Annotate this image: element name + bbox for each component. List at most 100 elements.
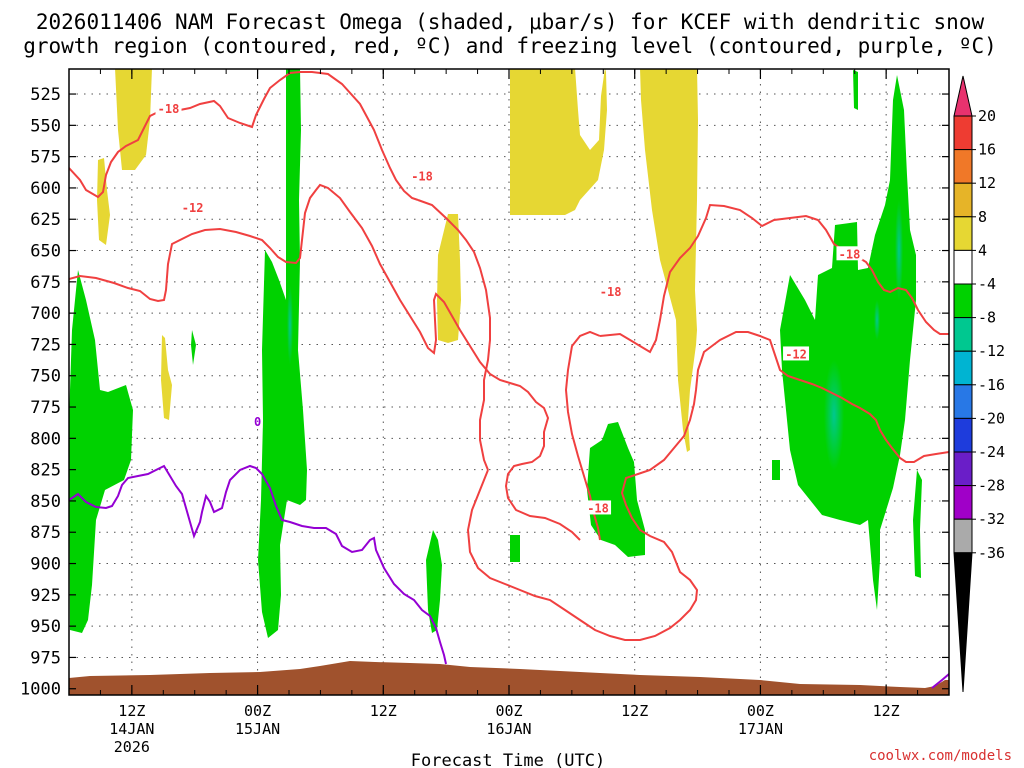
colorbar-top-arrow [953,75,973,117]
y-tick-label: 925 [30,586,61,606]
omega-shading [69,69,922,638]
colorbar-label: -32 [978,510,1005,528]
y-tick-label: 650 [30,242,61,262]
dgz-contour-line [69,71,419,201]
dgz-label-bg [585,500,612,515]
colorbar-label: -24 [978,443,1005,461]
x-tick-date-label: 16JAN [486,720,531,738]
omega-teal-core [287,285,293,365]
colorbar-box [953,350,973,386]
colorbar-box [953,451,973,487]
y-tick-label: 950 [30,617,61,637]
y-tick-label: 700 [30,304,61,324]
omega-green-region [913,470,922,578]
x-tick-label: 12Z [370,702,397,720]
freezing-level-contour [931,673,949,689]
colorbar-label: -12 [978,342,1005,360]
colorbar: 20 16 12 8 4 -4 -8 -12 -16 -20 -24 -28 -32 -36 [953,75,1005,693]
colorbar-bottom-arrow [953,552,973,693]
y-tick-label: 1000 [20,680,61,700]
dgz-label-bg [409,168,436,183]
omega-green-region [587,422,645,557]
freezing-label-bg [252,414,263,429]
dgz-label-bg [783,346,810,361]
dgz-contours [69,71,949,641]
freezing-level-contour [69,464,447,665]
y-tick-label: 575 [30,148,61,168]
colorbar-box [953,518,973,554]
dgz-contour-line [466,331,949,641]
dgz-label-bg [597,283,624,298]
terrain-fill [69,661,949,695]
freezing-contour-label: 0 [254,415,261,429]
chart-title-line1: 2026011406 NAM Forecast Omega (shaded, μ… [36,10,985,34]
colorbar-label: 4 [978,241,987,259]
dgz-contour-line [69,183,581,541]
chart-title-line2: growth region (contoured, red, ºC) and f… [23,34,997,58]
dgz-contour-line [417,199,491,471]
dgz-contour-label: -18 [839,247,861,261]
colorbar-label: 20 [978,107,996,125]
credit-text: coolwx.com/models [869,748,1012,764]
colorbar-label: -8 [978,309,996,327]
omega-teal-core [824,360,844,470]
colorbar-box [953,182,973,218]
colorbar-label: 12 [978,174,996,192]
x-tick-date-label: 17JAN [738,720,783,738]
y-tick-label: 750 [30,367,61,387]
colorbar-box [953,485,973,520]
colorbar-box [953,317,973,352]
dgz-contour-label: -18 [158,102,180,116]
dgz-label-bg [836,246,863,261]
colorbar-label: -16 [978,376,1005,394]
colorbar-box [953,249,973,285]
x-tick-date-label: 14JAN [109,720,154,738]
y-tick-label: 725 [30,335,61,355]
colorbar-box [953,149,973,184]
dgz-contour-label: -18 [600,285,622,299]
colorbar-label: -36 [978,544,1005,562]
colorbar-label: -4 [978,275,996,293]
omega-green-region [853,70,858,110]
colorbar-box [953,115,973,151]
omega-yellow-region [510,69,607,215]
dgz-contour-label: -12 [785,347,807,361]
x-tick-label: 00Z [747,702,774,720]
dgz-contour-line [599,203,949,354]
y-tick-label: 825 [30,461,61,481]
dgz-contour-label: -12 [182,201,204,215]
colorbar-label: -20 [978,409,1005,427]
x-tick-date-label: 15JAN [235,720,280,738]
y-tick-label: 525 [30,85,61,105]
x-tick-label: 12Z [873,702,900,720]
x-tick-label: 00Z [244,702,271,720]
x-tick-label: 00Z [495,702,522,720]
y-tick-label: 800 [30,429,61,449]
x-tick-year-label: 2026 [114,738,150,756]
y-tick-label: 975 [30,648,61,668]
colorbar-box [953,283,973,319]
colorbar-label: 8 [978,208,987,226]
omega-green-region [780,75,916,610]
dgz-contour-label: -18 [411,170,433,184]
y-tick-label: 850 [30,492,61,512]
x-tick-label: 12Z [621,702,648,720]
colorbar-box [953,417,973,453]
omega-green-region [510,535,520,562]
colorbar-box [953,384,973,419]
dgz-label-bg [179,199,206,214]
y-tick-label: 550 [30,116,61,136]
omega-yellow-region [640,69,698,452]
y-tick-label: 775 [30,398,61,418]
y-tick-label: 900 [30,555,61,575]
omega-teal-core [895,200,903,300]
omega-yellow-region [437,214,461,343]
omega-teal-core [874,300,880,340]
x-tick-label: 12Z [118,702,145,720]
dgz-label-bg [155,101,182,116]
y-tick-label: 875 [30,523,61,543]
dgz-contour-label: -18 [587,501,609,515]
omega-green-region [426,530,442,633]
